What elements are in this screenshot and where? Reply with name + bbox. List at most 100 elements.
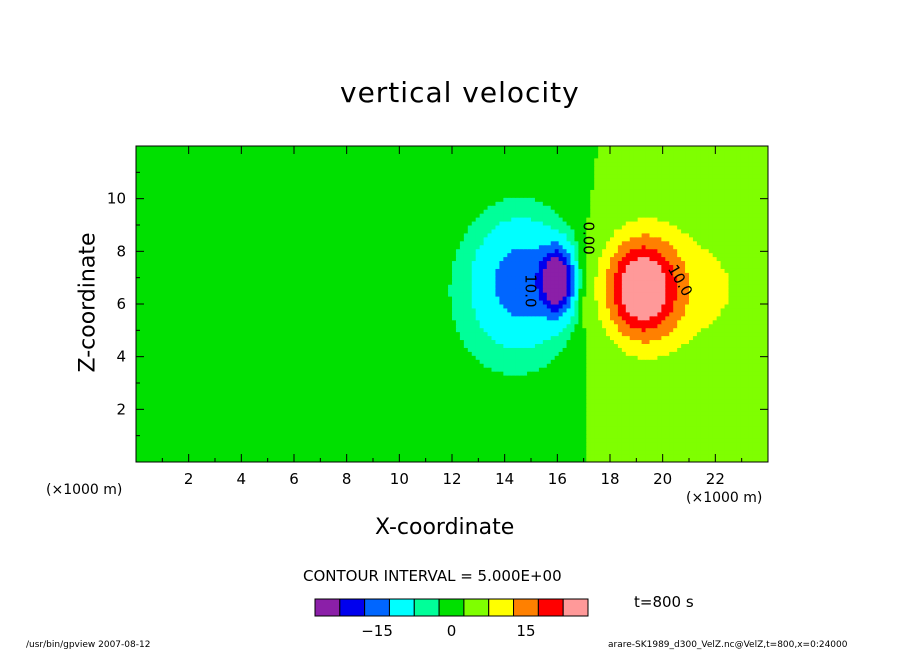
contour-cell — [692, 402, 698, 408]
contour-cell — [649, 414, 654, 420]
contour-cell — [384, 446, 390, 451]
contour-cell — [677, 355, 682, 360]
contour-cell — [764, 351, 768, 356]
contour-cell — [507, 410, 512, 416]
contour-cell — [353, 398, 358, 404]
contour-cell — [463, 418, 469, 423]
contour-cell — [226, 371, 232, 376]
contour-cell — [238, 434, 244, 439]
contour-cell — [574, 343, 579, 348]
contour-cell — [171, 458, 176, 462]
contour-cell — [519, 394, 524, 400]
contour-cell — [708, 454, 714, 459]
contour-cell — [282, 343, 287, 348]
contour-cell — [400, 406, 406, 412]
contour-cell — [748, 418, 753, 423]
contour-cell — [677, 363, 682, 368]
contour-cell — [163, 335, 169, 341]
contour-cell — [266, 343, 271, 348]
contour-cell — [400, 379, 406, 384]
contour-cell — [195, 430, 200, 435]
contour-cell — [282, 390, 287, 396]
contour-cell — [376, 379, 382, 384]
contour-cell — [665, 355, 670, 360]
contour-cell — [313, 410, 319, 416]
contour-cell — [602, 454, 607, 459]
contour-cell — [167, 375, 173, 380]
contour-cell — [649, 438, 654, 443]
contour-cell — [598, 351, 603, 356]
contour-cell — [258, 398, 263, 404]
contour-cell — [625, 379, 631, 384]
contour-cell — [242, 414, 248, 420]
contour-cell — [266, 386, 271, 392]
contour-cell — [325, 446, 331, 451]
contour-cell — [617, 371, 623, 376]
contour-cell — [463, 367, 469, 372]
contour-cell — [562, 438, 568, 443]
contour-cell — [136, 434, 141, 439]
contour-cell — [365, 410, 370, 416]
contour-cell — [606, 339, 611, 344]
contour-cell — [527, 410, 532, 416]
contour-cell — [215, 339, 220, 344]
contour-cell — [199, 442, 204, 447]
contour-cell — [645, 414, 650, 420]
contour-cell — [570, 394, 575, 400]
contour-cell — [183, 442, 188, 447]
contour-cell — [724, 418, 729, 423]
contour-cell — [428, 414, 433, 420]
contour-cell — [333, 398, 338, 404]
contour-cell — [159, 442, 165, 447]
contour-cell — [503, 375, 508, 380]
contour-cell — [258, 355, 263, 360]
contour-cell — [503, 339, 508, 344]
contour-cell — [333, 339, 338, 344]
contour-cell — [689, 379, 694, 384]
contour-cell — [266, 450, 271, 455]
contour-cell — [641, 386, 647, 392]
contour-cell — [282, 379, 287, 384]
contour-cell — [278, 398, 283, 404]
contour-cell — [404, 422, 410, 427]
contour-cell — [392, 442, 398, 447]
contour-cell — [617, 347, 623, 352]
contour-cell — [448, 438, 453, 443]
contour-cell — [475, 386, 481, 392]
contour-cell — [542, 375, 548, 380]
contour-cell — [756, 394, 761, 400]
contour-cell — [187, 351, 192, 356]
contour-cell — [329, 414, 334, 420]
contour-cell — [305, 394, 311, 400]
contour-cell — [171, 414, 176, 420]
contour-cell — [562, 434, 568, 439]
contour-cell — [333, 343, 338, 348]
contour-cell — [740, 422, 745, 427]
contour-cell — [712, 343, 718, 348]
contour-cell — [226, 430, 232, 435]
contour-cell — [586, 383, 591, 388]
contour-cell — [448, 390, 453, 396]
contour-cell — [420, 375, 425, 380]
contour-cell — [290, 359, 295, 364]
contour-cell — [440, 371, 445, 376]
contour-cell — [562, 414, 568, 420]
contour-cell — [740, 418, 745, 423]
contour-cell — [203, 426, 208, 431]
contour-cell — [574, 430, 579, 435]
contour-cell — [262, 406, 267, 412]
contour-cell — [361, 375, 366, 380]
contour-cell — [341, 343, 346, 348]
contour-cell — [195, 339, 200, 344]
contour-cell — [250, 446, 255, 451]
contour-cell — [728, 410, 733, 416]
contour-cell — [155, 351, 161, 356]
contour-cell — [373, 386, 378, 392]
contour-cell — [242, 339, 248, 344]
contour-cell — [286, 442, 291, 447]
contour-cell — [412, 390, 417, 396]
contour-cell — [625, 347, 631, 352]
contour-cell — [740, 454, 745, 459]
contour-cell — [499, 383, 504, 388]
contour-cell — [724, 363, 729, 368]
